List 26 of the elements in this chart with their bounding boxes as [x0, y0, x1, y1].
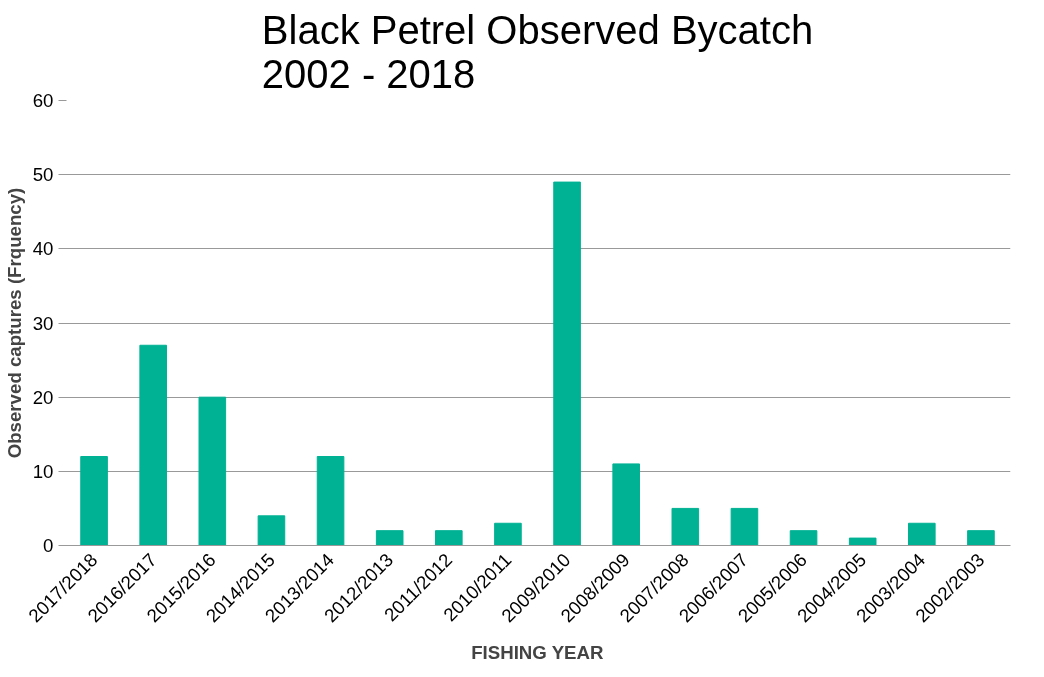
y-tick-label: 0	[43, 535, 54, 556]
bar	[730, 507, 759, 546]
y-tick-label: 50	[32, 164, 54, 186]
bar	[612, 463, 640, 546]
bar	[494, 522, 522, 546]
bar	[257, 515, 286, 546]
bar	[908, 522, 936, 546]
x-axis-title: FISHING YEAR	[471, 641, 605, 663]
y-axis-title: Observed captures (Frquency)	[3, 187, 25, 459]
bar	[967, 530, 995, 546]
bar	[375, 530, 404, 546]
bar	[789, 530, 818, 546]
y-tick-label: 40	[32, 238, 54, 260]
y-tick-label: 60	[32, 90, 54, 111]
chart-title: Black Petrel Observed Bycatch 2002 - 2018	[261, 7, 814, 96]
bar	[848, 537, 877, 546]
y-tick-label: 10	[32, 460, 54, 482]
bar	[80, 456, 108, 546]
bar	[139, 344, 167, 546]
bar	[553, 181, 581, 546]
y-tick-label: 20	[32, 386, 54, 408]
bar	[435, 530, 463, 546]
bar	[671, 507, 700, 546]
y-tick-label: 30	[32, 312, 54, 334]
bar	[198, 396, 227, 546]
bar	[316, 456, 345, 546]
